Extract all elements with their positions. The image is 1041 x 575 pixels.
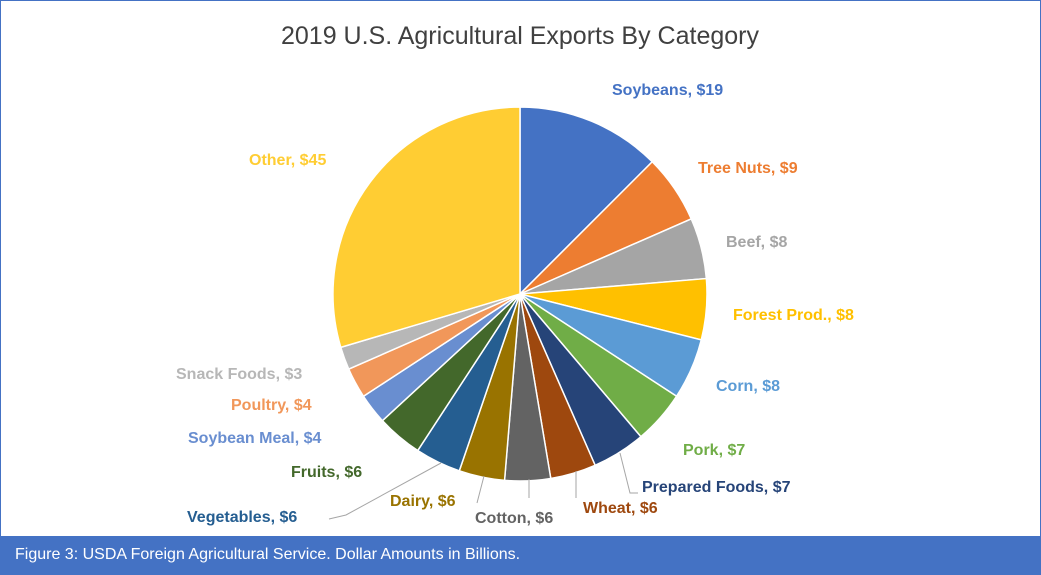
pie-slice-other <box>332 106 521 349</box>
leader-line <box>619 452 638 494</box>
data-label-beef: Beef, $8 <box>726 234 787 251</box>
data-label-soybeans: Soybeans, $19 <box>612 82 723 99</box>
data-label-dairy: Dairy, $6 <box>390 493 456 510</box>
data-label-corn: Corn, $8 <box>716 378 780 395</box>
data-label-poultry: Poultry, $4 <box>231 397 312 414</box>
pie-slice-soybeans <box>519 106 654 296</box>
data-label-wheat: Wheat, $6 <box>583 500 658 517</box>
data-label-forest-prod: Forest Prod., $8 <box>733 307 854 324</box>
data-label-vegetables: Vegetables, $6 <box>187 509 297 526</box>
data-label-snack-foods: Snack Foods, $3 <box>176 366 302 383</box>
data-label-pork: Pork, $7 <box>683 442 745 459</box>
data-label-cotton: Cotton, $6 <box>475 510 553 527</box>
data-label-prepared-foods: Prepared Foods, $7 <box>642 479 791 496</box>
leader-lines <box>328 452 638 520</box>
data-label-soybean-meal: Soybean Meal, $4 <box>188 430 321 447</box>
data-label-tree-nuts: Tree Nuts, $9 <box>698 160 798 177</box>
data-label-other: Other, $45 <box>249 152 326 169</box>
leader-line <box>476 475 485 504</box>
pie-chart: 2019 U.S. Agricultural Exports By Catego… <box>176 22 854 527</box>
slice-labels: Soybeans, $19 Tree Nuts, $9 Beef, $8 Forest… <box>176 82 854 527</box>
data-label-fruits: Fruits, $6 <box>291 464 362 481</box>
pie-slices <box>332 106 708 482</box>
leader-line <box>328 462 442 520</box>
figure-caption: Figure 3: USDA Foreign Agricultural Serv… <box>1 536 1040 574</box>
chart-title: 2019 U.S. Agricultural Exports By Catego… <box>281 22 760 50</box>
